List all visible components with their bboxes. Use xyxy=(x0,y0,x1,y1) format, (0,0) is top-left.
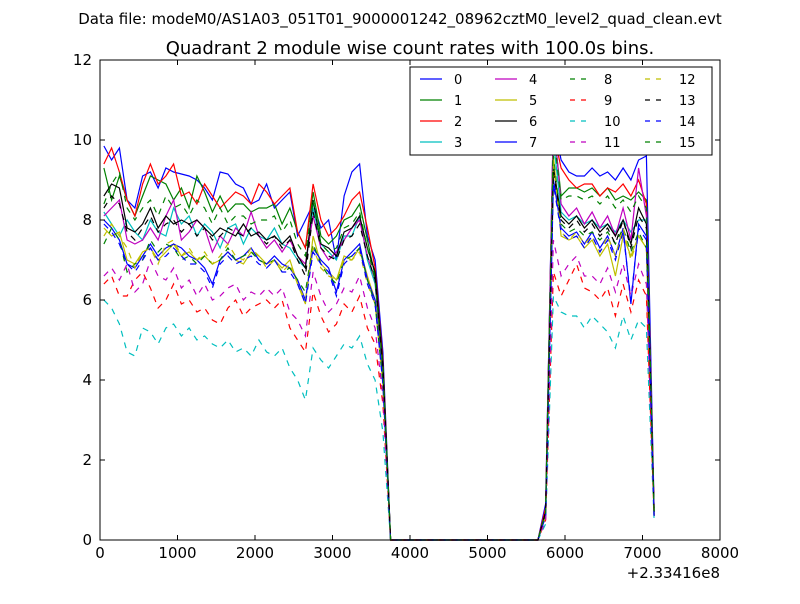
x-tick-label: 3000 xyxy=(313,544,351,562)
series-line-11 xyxy=(103,239,655,541)
figure-suptitle: Data file: modeM0/AS1A03_051T01_90000012… xyxy=(78,10,722,29)
series-line-14 xyxy=(103,183,655,541)
legend-label-11: 11 xyxy=(604,136,621,151)
legend-label-15: 15 xyxy=(679,136,696,151)
legend-label-14: 14 xyxy=(679,115,696,130)
x-tick-label: 2000 xyxy=(236,544,274,562)
x-axis-offset-label: +2.33416e8 xyxy=(627,564,720,582)
y-tick-label: 4 xyxy=(82,371,92,389)
y-tick-label: 2 xyxy=(82,451,92,469)
legend-label-2: 2 xyxy=(454,115,462,130)
axes-group: 0 1000 2000 3000 4000 5000 6000 7000 80000246810… xyxy=(73,51,739,562)
series-line-9 xyxy=(103,262,655,541)
x-tick-label: 4000 xyxy=(391,544,429,562)
y-tick-label: 8 xyxy=(82,211,92,229)
x-tick-label: 1000 xyxy=(158,544,196,562)
legend-label-5: 5 xyxy=(529,94,537,109)
series-line-10 xyxy=(103,295,655,541)
legend-label-7: 7 xyxy=(529,136,537,151)
legend-label-8: 8 xyxy=(604,73,612,88)
legend-label-9: 9 xyxy=(604,94,612,109)
series-line-15 xyxy=(103,131,655,541)
series-line-13 xyxy=(103,171,655,541)
legend-label-10: 10 xyxy=(604,115,621,130)
x-tick-label: 0 xyxy=(95,544,105,562)
legend-label-13: 13 xyxy=(679,94,696,109)
legend-label-1: 1 xyxy=(454,94,462,109)
y-tick-label: 10 xyxy=(73,131,92,149)
legend-label-12: 12 xyxy=(679,73,696,88)
y-tick-label: 12 xyxy=(73,51,92,69)
legend-label-0: 0 xyxy=(454,73,462,88)
x-tick-label: 5000 xyxy=(468,544,506,562)
x-tick-label: 8000 xyxy=(701,544,739,562)
x-tick-label: 6000 xyxy=(546,544,584,562)
legend-label-3: 3 xyxy=(454,136,462,151)
chart-title: Quadrant 2 module wise count rates with … xyxy=(166,38,655,59)
legend-box xyxy=(409,66,713,156)
legend-label-4: 4 xyxy=(529,73,537,88)
y-tick-label: 6 xyxy=(82,291,92,309)
plot-series-group xyxy=(103,115,655,541)
legend-label-6: 6 xyxy=(529,115,537,130)
series-line-8 xyxy=(103,155,655,541)
y-tick-label: 0 xyxy=(82,531,92,549)
x-tick-label: 7000 xyxy=(623,544,661,562)
